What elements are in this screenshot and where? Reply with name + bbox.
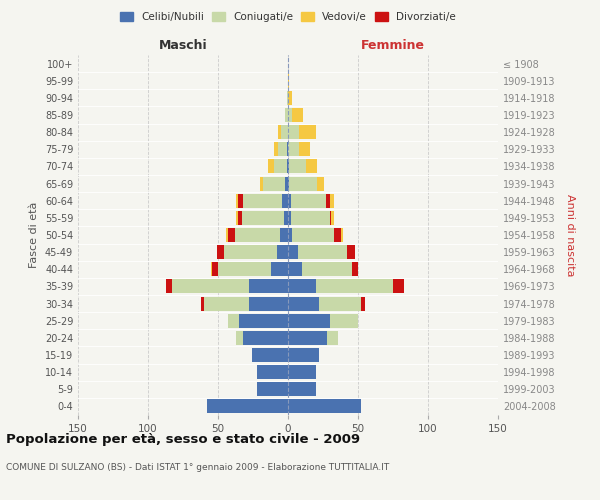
Bar <box>166 280 172 293</box>
Bar <box>242 211 284 225</box>
Bar <box>274 142 278 156</box>
Text: Maschi: Maschi <box>158 38 208 52</box>
Bar <box>291 194 326 207</box>
Bar <box>236 331 243 345</box>
Bar <box>257 382 288 396</box>
Bar <box>283 194 288 207</box>
Bar <box>289 160 306 173</box>
Bar <box>268 160 274 173</box>
Bar <box>299 142 310 156</box>
Bar <box>280 228 288 242</box>
Bar <box>251 348 288 362</box>
Bar <box>341 228 343 242</box>
Bar <box>285 108 288 122</box>
Bar <box>224 245 277 259</box>
Bar <box>288 400 361 413</box>
Bar <box>288 160 289 173</box>
Bar <box>327 331 338 345</box>
Bar <box>257 365 288 379</box>
Bar <box>288 296 319 310</box>
Bar <box>285 176 288 190</box>
Bar <box>277 245 288 259</box>
Bar <box>235 228 280 242</box>
Bar <box>226 228 228 242</box>
Bar <box>317 176 325 190</box>
Bar <box>204 296 249 310</box>
Bar <box>201 296 204 310</box>
Bar <box>249 280 288 293</box>
Bar <box>238 211 242 225</box>
Bar <box>326 194 330 207</box>
Bar <box>291 211 330 225</box>
Bar <box>288 262 302 276</box>
Bar <box>330 314 358 328</box>
Bar <box>292 108 304 122</box>
Bar <box>243 331 288 345</box>
Bar <box>243 194 283 207</box>
Bar <box>287 142 288 156</box>
Bar <box>278 142 287 156</box>
Bar <box>289 176 317 190</box>
Bar <box>288 365 316 379</box>
Bar <box>393 280 404 293</box>
Bar <box>288 348 319 362</box>
Bar <box>330 194 334 207</box>
Bar <box>288 125 299 139</box>
Text: Popolazione per età, sesso e stato civile - 2009: Popolazione per età, sesso e stato civil… <box>6 432 360 446</box>
Bar <box>287 160 288 173</box>
Y-axis label: Anni di nascita: Anni di nascita <box>565 194 575 276</box>
Bar <box>288 91 292 105</box>
Bar <box>211 262 212 276</box>
Bar <box>334 228 341 242</box>
Bar <box>274 160 287 173</box>
Bar <box>207 400 288 413</box>
Bar <box>172 280 249 293</box>
Bar <box>271 262 288 276</box>
Bar <box>288 245 298 259</box>
Bar <box>292 228 334 242</box>
Bar <box>249 296 288 310</box>
Text: COMUNE DI SULZANO (BS) - Dati ISTAT 1° gennaio 2009 - Elaborazione TUTTITALIA.IT: COMUNE DI SULZANO (BS) - Dati ISTAT 1° g… <box>6 462 389 471</box>
Bar <box>298 245 347 259</box>
Bar <box>306 160 317 173</box>
Bar <box>260 176 263 190</box>
Bar <box>287 91 288 105</box>
Bar <box>288 108 292 122</box>
Bar <box>217 245 224 259</box>
Bar <box>278 125 281 139</box>
Bar <box>319 296 361 310</box>
Bar <box>288 228 292 242</box>
Y-axis label: Fasce di età: Fasce di età <box>29 202 39 268</box>
Bar <box>236 194 238 207</box>
Bar <box>288 142 299 156</box>
Bar <box>288 280 316 293</box>
Bar <box>228 228 235 242</box>
Bar <box>212 262 218 276</box>
Bar <box>288 74 289 88</box>
Bar <box>288 331 327 345</box>
Bar <box>238 194 243 207</box>
Bar <box>263 176 285 190</box>
Bar <box>361 296 365 310</box>
Bar <box>239 314 288 328</box>
Bar <box>218 262 271 276</box>
Bar <box>288 176 289 190</box>
Bar <box>352 262 358 276</box>
Bar <box>288 314 330 328</box>
Bar <box>316 280 393 293</box>
Bar <box>288 211 291 225</box>
Legend: Celibi/Nubili, Coniugati/e, Vedovi/e, Divorziati/e: Celibi/Nubili, Coniugati/e, Vedovi/e, Di… <box>116 8 460 26</box>
Bar <box>347 245 355 259</box>
Bar <box>288 194 291 207</box>
Bar <box>299 125 316 139</box>
Bar <box>281 125 288 139</box>
Bar <box>302 262 352 276</box>
Bar <box>228 314 239 328</box>
Text: Femmine: Femmine <box>361 38 425 52</box>
Bar <box>236 211 238 225</box>
Bar <box>284 211 288 225</box>
Bar <box>330 211 331 225</box>
Bar <box>331 211 334 225</box>
Bar <box>288 382 316 396</box>
